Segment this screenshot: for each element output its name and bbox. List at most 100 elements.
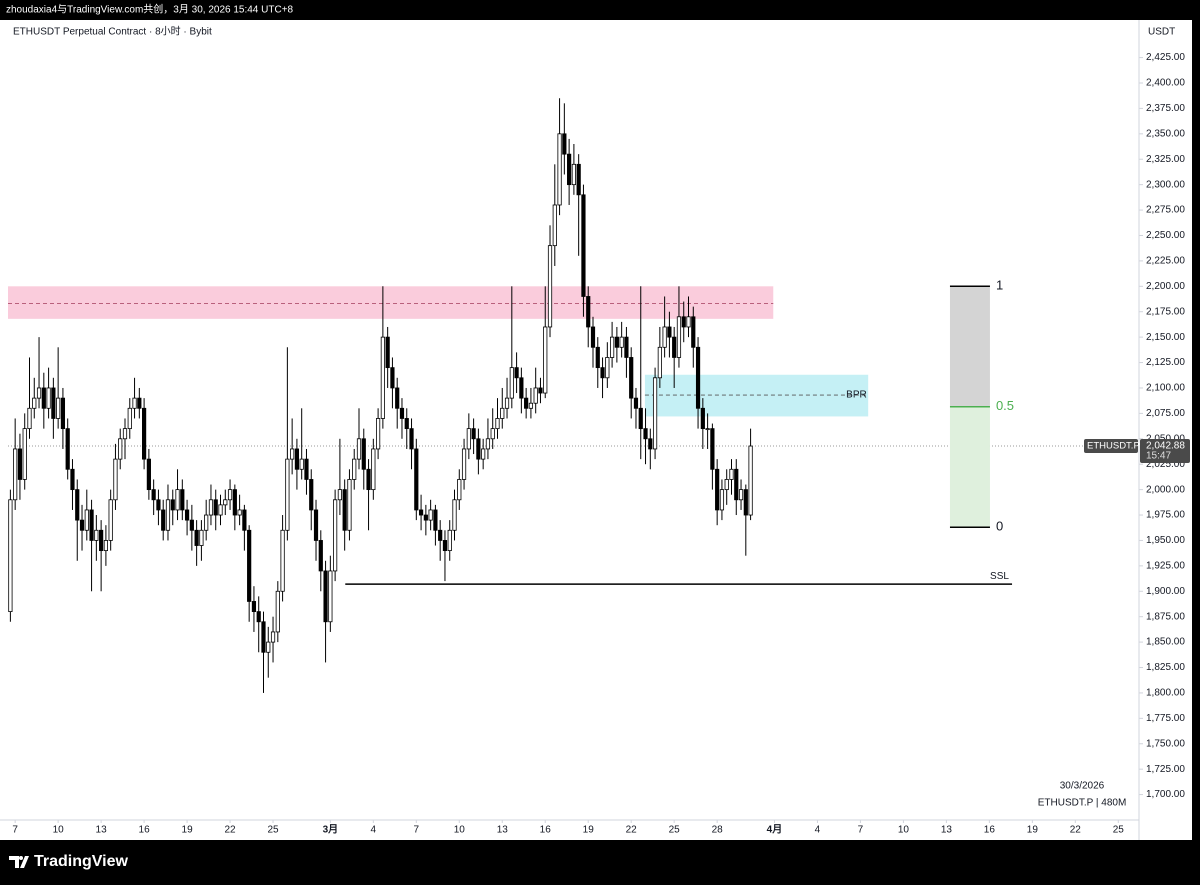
candle-body xyxy=(8,499,13,613)
candle-body xyxy=(51,387,56,419)
candle-body xyxy=(452,499,457,531)
candle-body xyxy=(318,540,323,572)
y-tick-label: 1,725.00 xyxy=(1146,764,1185,775)
candle-body xyxy=(333,499,338,572)
zone xyxy=(644,374,869,417)
candle-body xyxy=(237,509,242,516)
candle-body xyxy=(127,407,132,430)
y-tick-label: 2,150.00 xyxy=(1146,332,1185,343)
x-tick-label: 22 xyxy=(1070,825,1082,836)
candle-body xyxy=(404,418,409,430)
fib-label: 0.5 xyxy=(996,398,1014,413)
y-tick-label: 1,800.00 xyxy=(1146,688,1185,699)
y-tick-label: 2,375.00 xyxy=(1146,103,1185,114)
candle-body xyxy=(605,357,610,379)
y-tick-label: 1,850.00 xyxy=(1146,637,1185,648)
candle-body xyxy=(313,509,319,541)
x-tick-label: 22 xyxy=(224,825,236,836)
candle-body xyxy=(619,336,624,348)
candle-body xyxy=(113,458,118,501)
candle-body xyxy=(414,448,419,511)
candle-body xyxy=(662,326,667,348)
x-tick-label: 19 xyxy=(583,825,595,836)
candle-body xyxy=(423,514,428,521)
candle-body xyxy=(418,509,424,516)
candle-body xyxy=(70,468,75,491)
candle-body xyxy=(356,438,362,460)
y-tick-label: 2,350.00 xyxy=(1146,128,1185,139)
y-tick-label: 1,950.00 xyxy=(1146,535,1185,546)
candle-body xyxy=(189,519,194,531)
candle-body xyxy=(691,316,696,348)
candle-body xyxy=(256,611,261,623)
candle-body xyxy=(471,428,476,440)
candle-body xyxy=(84,509,89,531)
candle-body xyxy=(657,346,662,379)
candle-body xyxy=(41,387,46,409)
candle-body xyxy=(32,397,37,409)
candle-body xyxy=(347,479,352,531)
candle-body xyxy=(528,402,534,409)
candle-body xyxy=(390,367,395,389)
candle-body xyxy=(247,529,252,602)
candle-body xyxy=(142,407,147,460)
candle-body xyxy=(342,489,347,531)
candle-body xyxy=(108,499,113,541)
candle-body xyxy=(748,445,753,516)
candle-body xyxy=(194,529,199,546)
plot: BPR SSL 1 0.5 0 xyxy=(8,98,1138,693)
candle-body xyxy=(352,458,357,480)
candle-body xyxy=(729,468,734,480)
x-tick-label: 7 xyxy=(12,825,18,836)
x-tick-label: 25 xyxy=(267,825,279,836)
y-tick-label: 2,025.00 xyxy=(1146,459,1185,470)
candle-body xyxy=(600,367,605,379)
candle-body xyxy=(376,418,381,450)
y-tick-label: 1,900.00 xyxy=(1146,586,1185,597)
candle-body xyxy=(94,529,99,541)
candle-body xyxy=(89,509,94,541)
x-tick-label: 4 xyxy=(815,825,821,836)
fib-label: 0 xyxy=(996,519,1003,534)
candle-body xyxy=(75,489,80,521)
candle-body xyxy=(500,407,505,419)
candle-body xyxy=(681,316,686,328)
candle-body xyxy=(27,407,32,430)
candle-body xyxy=(738,489,744,501)
candle-body xyxy=(700,407,705,430)
candle-body xyxy=(476,438,481,460)
candle-body xyxy=(79,519,85,531)
level-label: SSL xyxy=(990,571,1009,582)
candle-body xyxy=(361,438,366,470)
candle-body xyxy=(46,387,51,409)
brand-logo xyxy=(9,856,29,868)
candle-body xyxy=(204,514,209,531)
candle-body xyxy=(595,346,600,369)
candle-body xyxy=(146,458,151,491)
candle-body xyxy=(399,407,405,419)
fib-label: 1 xyxy=(996,278,1003,293)
candle-body xyxy=(504,397,510,409)
symbol-tag xyxy=(1084,439,1138,454)
y-tick-label: 2,425.00 xyxy=(1146,52,1185,63)
candle-body xyxy=(586,296,591,328)
candle-body xyxy=(304,458,309,480)
candle-body xyxy=(156,499,161,511)
candle-body xyxy=(180,489,185,511)
candle-body xyxy=(438,529,443,541)
x-tick-label: 19 xyxy=(1027,825,1039,836)
candle-body xyxy=(643,428,648,440)
candle-body xyxy=(543,326,548,394)
candle-body xyxy=(509,367,514,399)
candle-body xyxy=(213,499,218,516)
candle-body xyxy=(672,336,677,358)
candle-body xyxy=(710,428,715,470)
candle-body xyxy=(686,316,691,328)
x-tick-label: 13 xyxy=(941,825,953,836)
fib-upper xyxy=(949,286,990,407)
candle-body xyxy=(538,387,543,394)
candle-body xyxy=(466,428,471,450)
candle-body xyxy=(165,499,171,531)
candle-body xyxy=(581,194,586,297)
candle-body xyxy=(433,509,438,531)
